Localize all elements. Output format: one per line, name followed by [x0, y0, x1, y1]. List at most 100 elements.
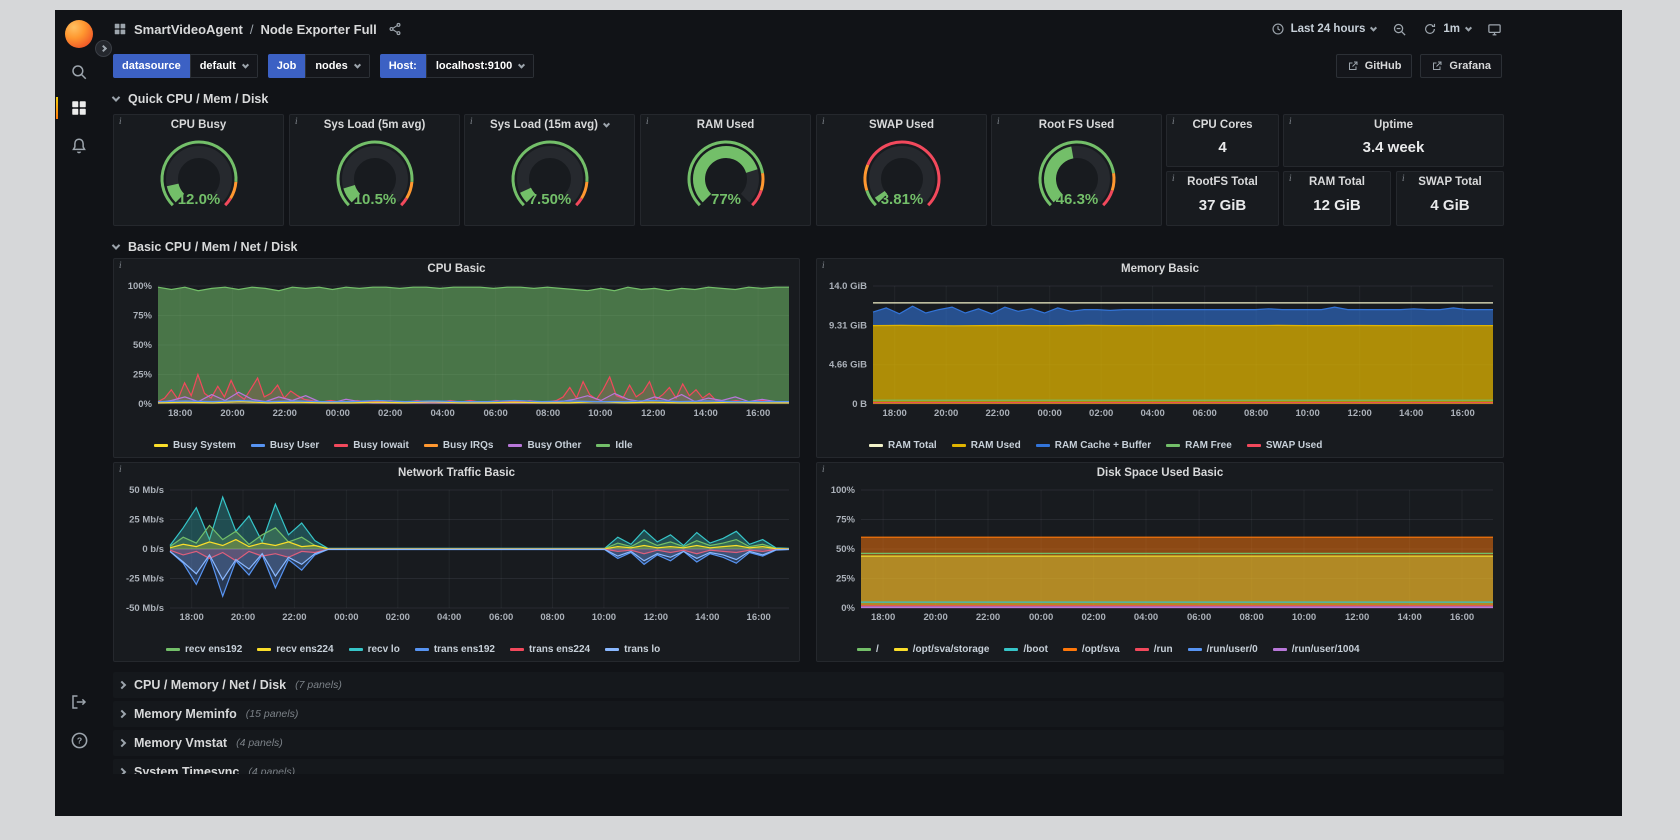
legend-item-opt-sva-storage[interactable]: /opt/sva/storage: [893, 644, 989, 655]
panel-title[interactable]: CPU Busy: [134, 119, 263, 131]
panel-info-icon[interactable]: i: [997, 116, 1000, 126]
panel-title[interactable]: CPU Cores: [1187, 119, 1258, 131]
legend-item-run[interactable]: /run: [1134, 644, 1173, 655]
legend-item-ram-free[interactable]: RAM Free: [1166, 440, 1232, 451]
svg-text:22:00: 22:00: [282, 612, 306, 623]
panel-info-icon[interactable]: i: [646, 116, 649, 126]
legend-item-recv-ens192[interactable]: recv ens192: [166, 644, 242, 655]
panel-info-icon[interactable]: i: [1289, 116, 1292, 126]
dashboard-topbar: SmartVideoAgent / Node Exporter Full Las…: [103, 10, 1622, 48]
panel-title[interactable]: Uptime: [1304, 119, 1483, 131]
svg-text:46.3%: 46.3%: [1055, 191, 1098, 208]
svg-text:04:00: 04:00: [437, 612, 461, 623]
panel-title[interactable]: CPU Basic: [134, 263, 779, 275]
svg-text:10:00: 10:00: [1295, 408, 1319, 419]
legend-item-trans-ens224[interactable]: trans ens224: [509, 644, 590, 655]
legend-label: Busy Iowait: [353, 439, 409, 451]
row-header-memory-vmstat[interactable]: Memory Vmstat (4 panels): [113, 730, 1504, 756]
refresh-picker[interactable]: 1m: [1423, 22, 1473, 36]
row-header-quick[interactable]: Quick CPU / Mem / Disk: [111, 90, 268, 108]
legend-item-recv-lo[interactable]: recv lo: [348, 644, 400, 655]
panel-title[interactable]: Sys Load (5m avg): [310, 119, 439, 131]
breadcrumb-dashboard-title[interactable]: Node Exporter Full: [260, 21, 377, 37]
legend-item-idle[interactable]: Idle: [596, 440, 633, 451]
gauge-sys-load-15m-avg: 7.50%: [465, 133, 634, 223]
legend-item-[interactable]: /: [857, 644, 879, 655]
share-icon[interactable]: [388, 22, 402, 36]
legend-item-run-user-1004[interactable]: /run/user/1004: [1272, 644, 1360, 655]
panel-info-icon[interactable]: i: [119, 116, 122, 126]
variable-label: Host:: [379, 54, 426, 78]
panel-info-icon[interactable]: i: [1172, 173, 1175, 183]
legend-item-ram-cache-buffer[interactable]: RAM Cache + Buffer: [1035, 440, 1151, 451]
legend-label: /opt/sva: [1081, 643, 1120, 655]
panel-title[interactable]: SWAP Total: [1417, 176, 1483, 188]
legend-item-run-user-0[interactable]: /run/user/0: [1187, 644, 1258, 655]
sidebar-item-sign-out[interactable]: [55, 686, 103, 718]
legend-swatch: [508, 443, 523, 447]
legend-item-boot[interactable]: /boot: [1004, 644, 1048, 655]
dashboard-canvas: Quick CPU / Mem / Disk Basic CPU / Mem /…: [111, 84, 1504, 816]
sidebar-expand-button[interactable]: [95, 40, 112, 57]
breadcrumb-folder[interactable]: SmartVideoAgent: [134, 21, 243, 37]
variable-value-dropdown[interactable]: nodes: [305, 54, 370, 78]
time-range-picker[interactable]: Last 24 hours: [1271, 22, 1378, 36]
legend-item-ram-used[interactable]: RAM Used: [951, 440, 1021, 451]
panel-info-icon[interactable]: i: [119, 260, 122, 270]
sidebar-item-alerting[interactable]: [55, 130, 103, 162]
zoom-out-button[interactable]: [1392, 22, 1407, 37]
panel-title[interactable]: Sys Load (15m avg): [485, 119, 614, 131]
legend-item-swap-used[interactable]: SWAP Used: [1246, 440, 1322, 451]
panel-info-icon[interactable]: i: [1402, 173, 1405, 183]
panel-info-icon[interactable]: i: [1289, 173, 1292, 183]
chart-legend: Busy System Busy User Busy Iowait Busy IRQs…: [154, 437, 793, 453]
svg-text:100%: 100%: [128, 281, 153, 292]
legend-item-trans-ens192[interactable]: trans ens192: [414, 644, 495, 655]
legend-item-busy-iowait[interactable]: Busy Iowait: [334, 440, 409, 451]
panel-info-icon[interactable]: i: [822, 116, 825, 126]
legend-item-busy-user[interactable]: Busy User: [250, 440, 319, 451]
panel-title[interactable]: RootFS Total: [1187, 176, 1258, 188]
refresh-icon: [1423, 22, 1437, 36]
legend-item-trans-lo[interactable]: trans lo: [605, 644, 660, 655]
legend-item-recv-ens224[interactable]: recv ens224: [257, 644, 334, 655]
link-button-github[interactable]: GitHub: [1335, 54, 1413, 78]
variable-value-dropdown[interactable]: localhost:9100: [425, 54, 535, 78]
legend-item-busy-irqs[interactable]: Busy IRQs: [423, 440, 493, 451]
row-header-cpu-memory-net-disk[interactable]: CPU / Memory / Net / Disk (7 panels): [113, 672, 1504, 698]
panel-title[interactable]: Disk Space Used Basic: [837, 467, 1483, 479]
row-header-memory-meminfo[interactable]: Memory Meminfo (15 panels): [113, 701, 1504, 727]
legend-item-busy-system[interactable]: Busy System: [154, 440, 236, 451]
row-panel-count: (7 panels): [295, 679, 342, 691]
row-header-basic[interactable]: Basic CPU / Mem / Net / Disk: [111, 238, 298, 256]
sidebar-item-search[interactable]: [55, 56, 103, 88]
row-header-system-timesync[interactable]: System Timesync (4 panels): [113, 759, 1504, 774]
panel-info-icon[interactable]: i: [1172, 116, 1175, 126]
link-button-grafana[interactable]: Grafana: [1420, 54, 1502, 78]
panel-root-fs-used: i Root FS Used 46.3%: [991, 114, 1162, 226]
panel-title[interactable]: RAM Used: [661, 119, 790, 131]
panel-info-icon[interactable]: i: [822, 260, 825, 270]
panel-info-icon[interactable]: i: [822, 464, 825, 474]
panel-info-icon[interactable]: i: [295, 116, 298, 126]
grafana-logo[interactable]: [55, 18, 103, 50]
legend-item-busy-other[interactable]: Busy Other: [508, 440, 581, 451]
svg-text:08:00: 08:00: [1244, 408, 1268, 419]
sidebar-item-help[interactable]: ?: [55, 724, 103, 756]
legend-swatch: [414, 647, 429, 651]
panel-info-icon[interactable]: i: [470, 116, 473, 126]
tv-mode-button[interactable]: [1487, 22, 1502, 37]
sidebar-item-dashboards[interactable]: [55, 92, 103, 124]
panel-title[interactable]: Memory Basic: [837, 263, 1483, 275]
panel-title[interactable]: Root FS Used: [1012, 119, 1141, 131]
svg-text:14:00: 14:00: [1399, 408, 1423, 419]
panel-info-icon[interactable]: i: [119, 464, 122, 474]
panel-title[interactable]: Network Traffic Basic: [134, 467, 779, 479]
chart-legend: recv ens192 recv ens224 recv lo trans ens19…: [166, 641, 793, 657]
panel-title[interactable]: SWAP Used: [837, 119, 966, 131]
variable-value-dropdown[interactable]: default: [189, 54, 258, 78]
variable-job: Job nodes: [267, 54, 370, 78]
panel-title[interactable]: RAM Total: [1304, 176, 1370, 188]
legend-item-opt-sva[interactable]: /opt/sva: [1062, 643, 1120, 655]
legend-item-ram-total[interactable]: RAM Total: [869, 440, 937, 451]
